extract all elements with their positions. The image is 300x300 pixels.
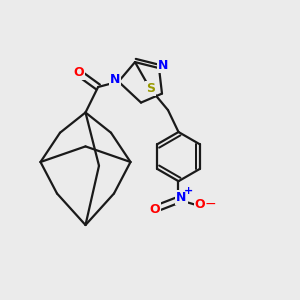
Text: O: O <box>150 203 160 216</box>
Text: +: + <box>184 186 194 197</box>
Text: S: S <box>146 82 155 95</box>
Text: N: N <box>110 73 120 86</box>
Text: N: N <box>158 58 169 72</box>
Text: −: − <box>205 197 216 211</box>
Text: O: O <box>74 66 84 80</box>
Text: O: O <box>195 198 206 211</box>
Text: N: N <box>176 191 187 204</box>
